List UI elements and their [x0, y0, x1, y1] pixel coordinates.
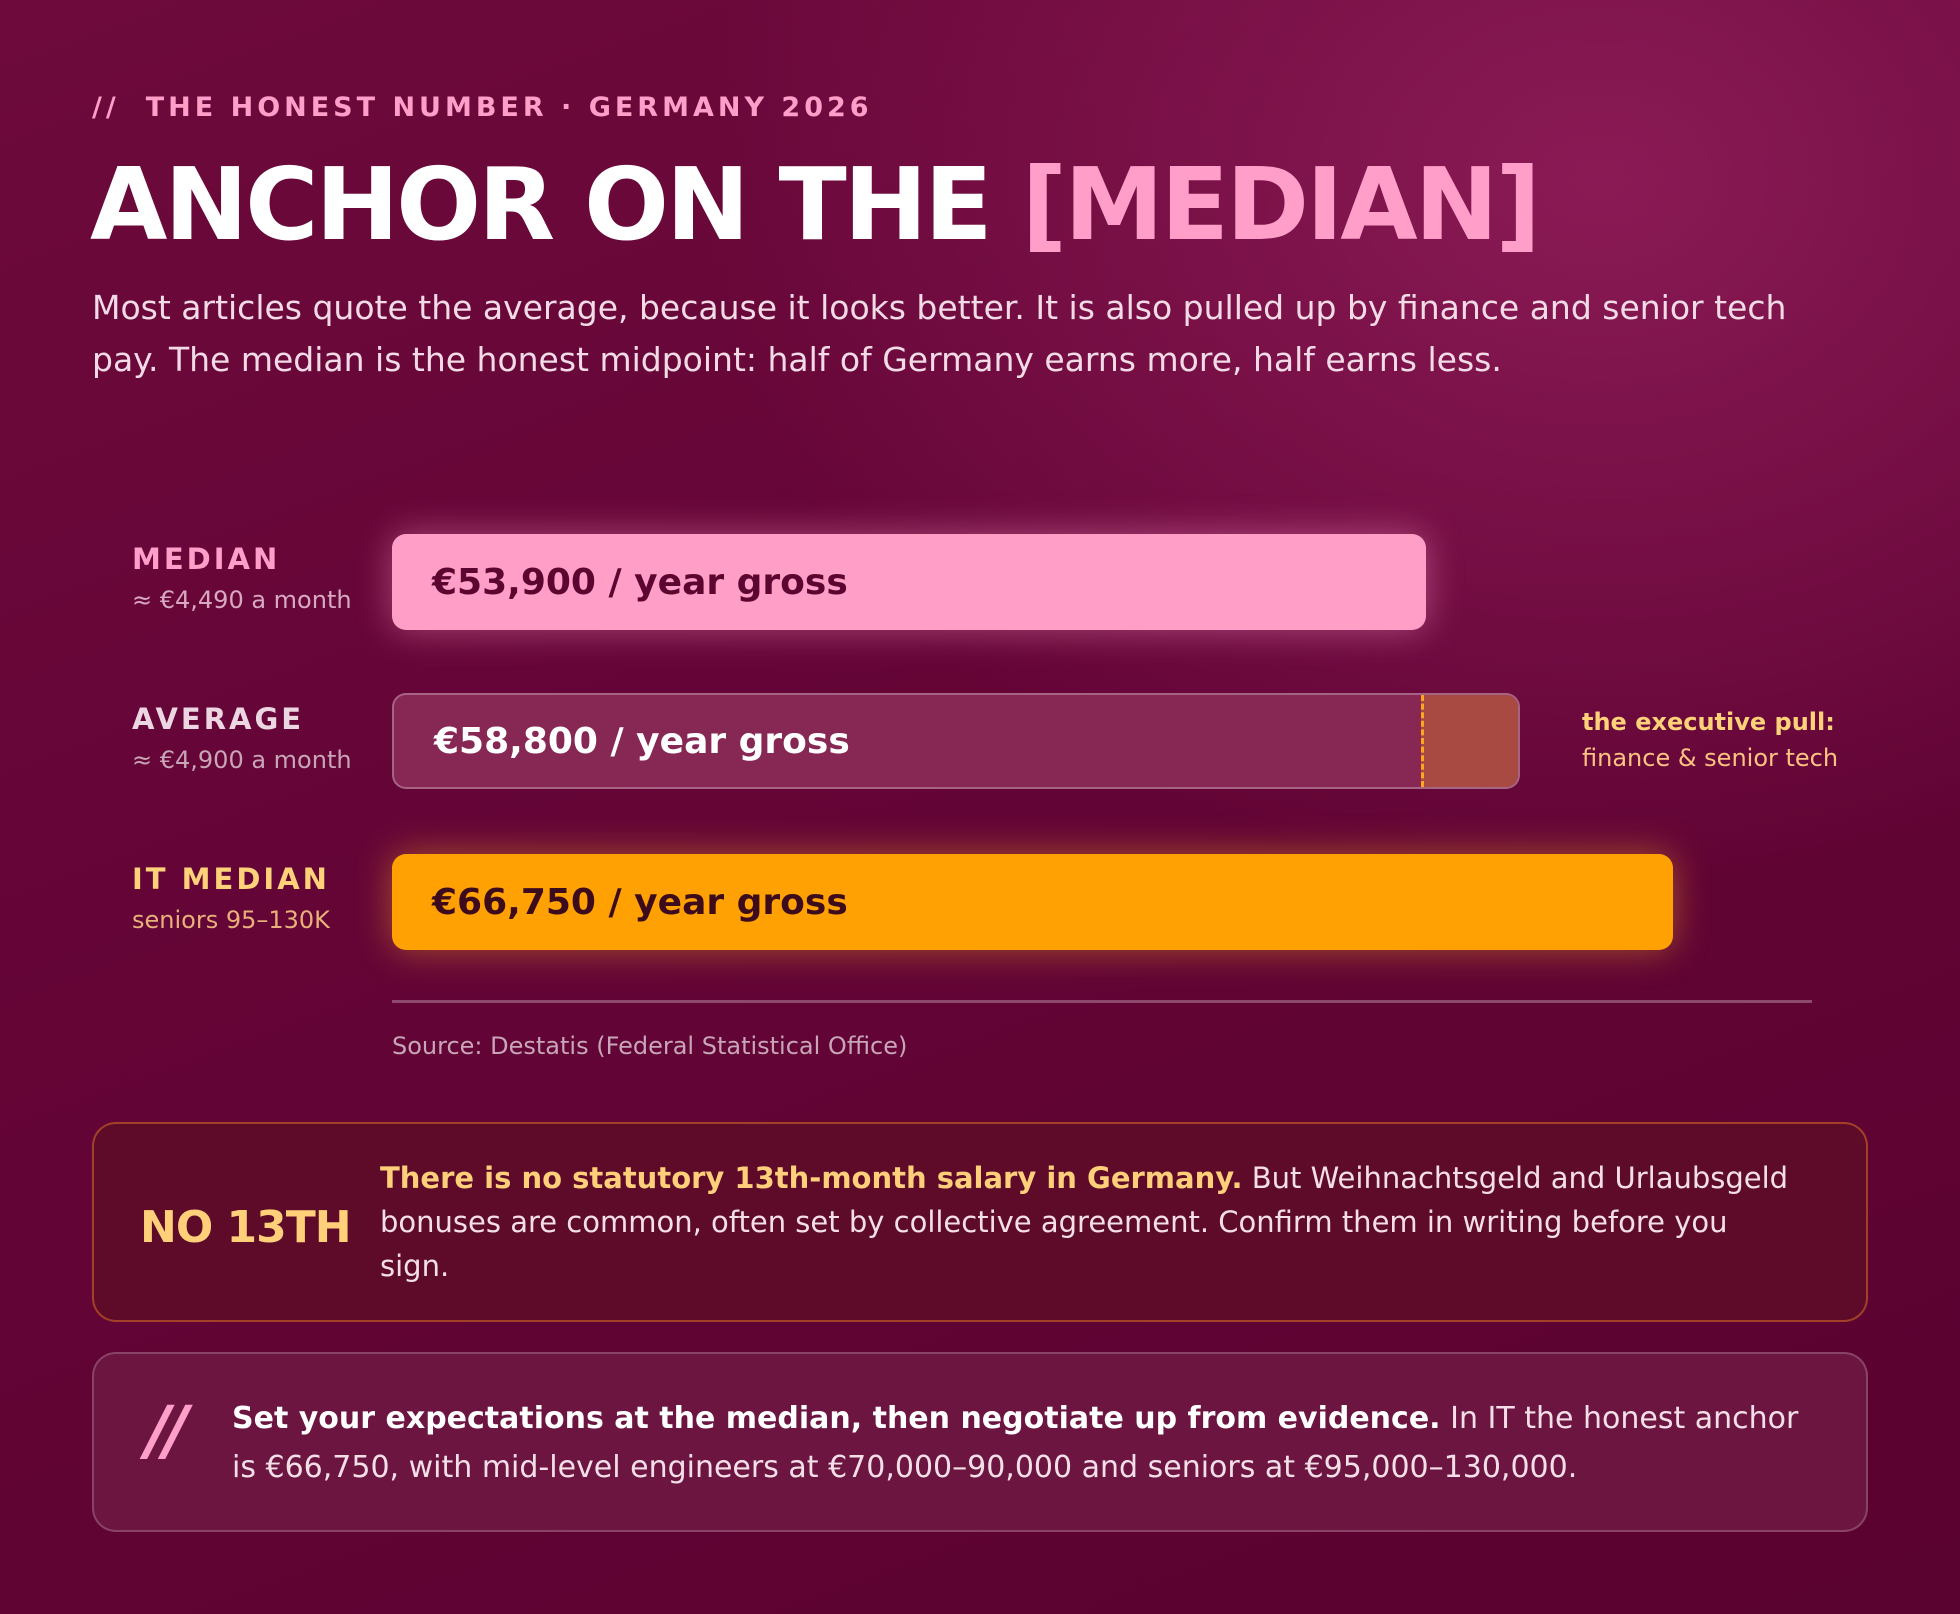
kicker-slashes: //	[92, 92, 120, 123]
it-median-bar: €66,750 / year gross	[392, 854, 1673, 950]
executive-pull-annotation: the executive pull: finance & senior tec…	[1582, 708, 1838, 772]
takeaway-lead: Set your expectations at the median, the…	[232, 1401, 1441, 1436]
takeaway-body: Set your expectations at the median, the…	[232, 1394, 1822, 1492]
takeaway-card: // Set your expectations at the median, …	[92, 1352, 1868, 1532]
takeaway-text: In IT the honest anchor is €66,750, with…	[232, 1401, 1799, 1485]
average-title: AVERAGE	[132, 702, 305, 736]
average-row-label: AVERAGE ≈ €4,900 a month	[132, 702, 352, 774]
page-title: ANCHOR ON THE [MEDIAN]	[90, 150, 1541, 260]
no-13th-card: NO 13TH There is no statutory 13th-month…	[92, 1122, 1868, 1322]
no-13th-text: But Weihnachtsgeld and Urlaubsgeld bonus…	[380, 1161, 1789, 1283]
median-row-label: MEDIAN ≈ €4,490 a month	[132, 542, 352, 614]
median-title: MEDIAN	[132, 542, 281, 576]
no-13th-tag: NO 13TH	[140, 1202, 352, 1253]
no-13th-lead: There is no statutory 13th-month salary …	[380, 1161, 1243, 1195]
annotation-title: the executive pull:	[1582, 708, 1835, 736]
annotation-text: finance & senior tech	[1582, 744, 1839, 772]
chart-baseline	[392, 1000, 1812, 1003]
intro-paragraph: Most articles quote the average, because…	[92, 288, 1787, 379]
executive-pull-segment	[1421, 695, 1519, 787]
quote-slashes-icon: //	[146, 1392, 188, 1469]
chart-source: Source: Destatis (Federal Statistical Of…	[392, 1032, 908, 1060]
headline-main: ANCHOR ON THE	[90, 146, 1022, 263]
average-bar-label: €58,800 / year gross	[434, 720, 850, 762]
it-median-row-label: IT MEDIAN seniors 95–130K	[132, 862, 330, 934]
it-median-sublabel: seniors 95–130K	[132, 906, 330, 934]
average-sublabel: ≈ €4,900 a month	[132, 746, 352, 774]
it-median-bar-label: €66,750 / year gross	[432, 881, 848, 923]
median-bar-label: €53,900 / year gross	[432, 561, 848, 603]
no-13th-body: There is no statutory 13th-month salary …	[380, 1156, 1800, 1288]
kicker-text: THE HONEST NUMBER · GERMANY 2026	[145, 92, 873, 123]
kicker: // THE HONEST NUMBER · GERMANY 2026	[92, 92, 873, 123]
it-median-title: IT MEDIAN	[132, 862, 330, 896]
median-bar: €53,900 / year gross	[392, 534, 1427, 630]
median-sublabel: ≈ €4,490 a month	[132, 586, 352, 614]
headline-accent: [MEDIAN]	[1021, 146, 1542, 263]
average-bar: €58,800 / year gross	[392, 693, 1521, 789]
